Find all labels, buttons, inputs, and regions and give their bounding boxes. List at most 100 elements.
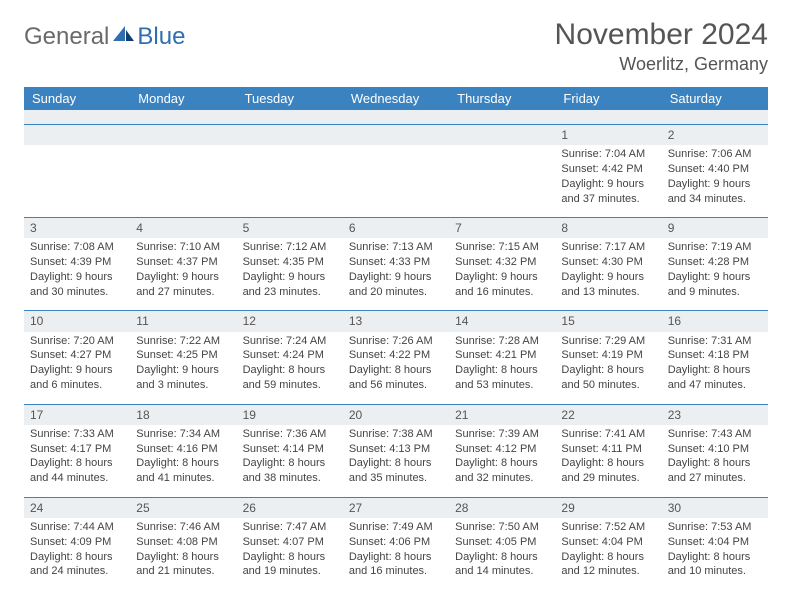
day-daylight2: and 12 minutes. bbox=[561, 564, 655, 579]
day-sunrise: Sunrise: 7:34 AM bbox=[136, 427, 230, 442]
day-number: 21 bbox=[455, 408, 468, 422]
day-detail-cell: Sunrise: 7:20 AMSunset: 4:27 PMDaylight:… bbox=[24, 332, 130, 405]
detail-row: Sunrise: 7:33 AMSunset: 4:17 PMDaylight:… bbox=[24, 425, 768, 498]
day-number: 10 bbox=[30, 314, 43, 328]
day-daylight1: Daylight: 8 hours bbox=[136, 456, 230, 471]
day-daylight2: and 21 minutes. bbox=[136, 564, 230, 579]
day-detail-cell: Sunrise: 7:53 AMSunset: 4:04 PMDaylight:… bbox=[662, 518, 768, 590]
day-sunrise: Sunrise: 7:19 AM bbox=[668, 240, 762, 255]
page-header: General Blue November 2024 Woerlitz, Ger… bbox=[24, 18, 768, 75]
day-number: 19 bbox=[243, 408, 256, 422]
day-daylight1: Daylight: 8 hours bbox=[561, 363, 655, 378]
daynum-row: 17181920212223 bbox=[24, 404, 768, 425]
day-number-cell: 10 bbox=[24, 311, 130, 332]
day-number-cell bbox=[130, 125, 236, 146]
day-detail-cell: Sunrise: 7:41 AMSunset: 4:11 PMDaylight:… bbox=[555, 425, 661, 498]
day-sunrise: Sunrise: 7:08 AM bbox=[30, 240, 124, 255]
day-number-cell bbox=[449, 125, 555, 146]
detail-row: Sunrise: 7:44 AMSunset: 4:09 PMDaylight:… bbox=[24, 518, 768, 590]
day-sunrise: Sunrise: 7:13 AM bbox=[349, 240, 443, 255]
day-detail-cell: Sunrise: 7:06 AMSunset: 4:40 PMDaylight:… bbox=[662, 145, 768, 218]
day-daylight2: and 59 minutes. bbox=[243, 378, 337, 393]
day-detail-cell bbox=[343, 145, 449, 218]
day-sunset: Sunset: 4:12 PM bbox=[455, 442, 549, 457]
day-sunset: Sunset: 4:35 PM bbox=[243, 255, 337, 270]
day-detail-cell: Sunrise: 7:15 AMSunset: 4:32 PMDaylight:… bbox=[449, 238, 555, 311]
day-daylight2: and 44 minutes. bbox=[30, 471, 124, 486]
day-daylight2: and 27 minutes. bbox=[668, 471, 762, 486]
day-sunrise: Sunrise: 7:46 AM bbox=[136, 520, 230, 535]
day-daylight2: and 16 minutes. bbox=[455, 285, 549, 300]
day-sunset: Sunset: 4:16 PM bbox=[136, 442, 230, 457]
day-daylight2: and 50 minutes. bbox=[561, 378, 655, 393]
day-sunset: Sunset: 4:17 PM bbox=[30, 442, 124, 457]
day-number: 25 bbox=[136, 501, 149, 515]
day-daylight1: Daylight: 9 hours bbox=[561, 270, 655, 285]
day-daylight1: Daylight: 8 hours bbox=[455, 363, 549, 378]
day-number-cell: 4 bbox=[130, 218, 236, 239]
day-sunset: Sunset: 4:11 PM bbox=[561, 442, 655, 457]
day-sunrise: Sunrise: 7:49 AM bbox=[349, 520, 443, 535]
day-daylight1: Daylight: 8 hours bbox=[243, 363, 337, 378]
day-sunrise: Sunrise: 7:29 AM bbox=[561, 334, 655, 349]
daynum-row: 10111213141516 bbox=[24, 311, 768, 332]
logo-sail-icon bbox=[113, 24, 135, 47]
daynum-row: 3456789 bbox=[24, 218, 768, 239]
day-sunrise: Sunrise: 7:50 AM bbox=[455, 520, 549, 535]
day-number-cell: 20 bbox=[343, 404, 449, 425]
day-sunset: Sunset: 4:21 PM bbox=[455, 348, 549, 363]
day-sunrise: Sunrise: 7:47 AM bbox=[243, 520, 337, 535]
day-detail-cell: Sunrise: 7:10 AMSunset: 4:37 PMDaylight:… bbox=[130, 238, 236, 311]
day-daylight1: Daylight: 8 hours bbox=[243, 456, 337, 471]
day-sunrise: Sunrise: 7:38 AM bbox=[349, 427, 443, 442]
day-daylight2: and 29 minutes. bbox=[561, 471, 655, 486]
day-daylight1: Daylight: 9 hours bbox=[30, 363, 124, 378]
day-sunset: Sunset: 4:04 PM bbox=[561, 535, 655, 550]
day-daylight2: and 34 minutes. bbox=[668, 192, 762, 207]
logo-blue: Blue bbox=[137, 25, 185, 49]
day-sunrise: Sunrise: 7:28 AM bbox=[455, 334, 549, 349]
day-sunrise: Sunrise: 7:36 AM bbox=[243, 427, 337, 442]
day-daylight2: and 56 minutes. bbox=[349, 378, 443, 393]
day-number: 16 bbox=[668, 314, 681, 328]
day-number-cell: 1 bbox=[555, 125, 661, 146]
day-detail-cell: Sunrise: 7:38 AMSunset: 4:13 PMDaylight:… bbox=[343, 425, 449, 498]
day-daylight2: and 16 minutes. bbox=[349, 564, 443, 579]
day-sunset: Sunset: 4:18 PM bbox=[668, 348, 762, 363]
day-sunset: Sunset: 4:39 PM bbox=[30, 255, 124, 270]
day-detail-cell: Sunrise: 7:04 AMSunset: 4:42 PMDaylight:… bbox=[555, 145, 661, 218]
day-sunrise: Sunrise: 7:31 AM bbox=[668, 334, 762, 349]
day-detail-cell: Sunrise: 7:29 AMSunset: 4:19 PMDaylight:… bbox=[555, 332, 661, 405]
day-number-cell: 26 bbox=[237, 497, 343, 518]
logo-general: General bbox=[24, 25, 109, 49]
day-daylight2: and 27 minutes. bbox=[136, 285, 230, 300]
day-daylight1: Daylight: 8 hours bbox=[349, 363, 443, 378]
day-number: 20 bbox=[349, 408, 362, 422]
weekday-header: Saturday bbox=[662, 87, 768, 110]
logo: General Blue bbox=[24, 24, 185, 49]
day-sunrise: Sunrise: 7:15 AM bbox=[455, 240, 549, 255]
day-detail-cell: Sunrise: 7:50 AMSunset: 4:05 PMDaylight:… bbox=[449, 518, 555, 590]
day-daylight2: and 53 minutes. bbox=[455, 378, 549, 393]
day-daylight1: Daylight: 8 hours bbox=[668, 363, 762, 378]
day-daylight1: Daylight: 8 hours bbox=[561, 456, 655, 471]
day-number-cell: 29 bbox=[555, 497, 661, 518]
detail-row: Sunrise: 7:04 AMSunset: 4:42 PMDaylight:… bbox=[24, 145, 768, 218]
day-sunset: Sunset: 4:32 PM bbox=[455, 255, 549, 270]
day-daylight2: and 23 minutes. bbox=[243, 285, 337, 300]
day-sunrise: Sunrise: 7:12 AM bbox=[243, 240, 337, 255]
day-number: 18 bbox=[136, 408, 149, 422]
day-daylight1: Daylight: 9 hours bbox=[136, 363, 230, 378]
day-daylight2: and 41 minutes. bbox=[136, 471, 230, 486]
day-daylight2: and 24 minutes. bbox=[30, 564, 124, 579]
day-daylight2: and 20 minutes. bbox=[349, 285, 443, 300]
day-number-cell: 13 bbox=[343, 311, 449, 332]
day-sunset: Sunset: 4:42 PM bbox=[561, 162, 655, 177]
day-daylight2: and 30 minutes. bbox=[30, 285, 124, 300]
day-number: 9 bbox=[668, 221, 675, 235]
day-number: 24 bbox=[30, 501, 43, 515]
day-number: 14 bbox=[455, 314, 468, 328]
day-daylight1: Daylight: 9 hours bbox=[668, 270, 762, 285]
day-number-cell: 14 bbox=[449, 311, 555, 332]
day-daylight1: Daylight: 8 hours bbox=[349, 550, 443, 565]
